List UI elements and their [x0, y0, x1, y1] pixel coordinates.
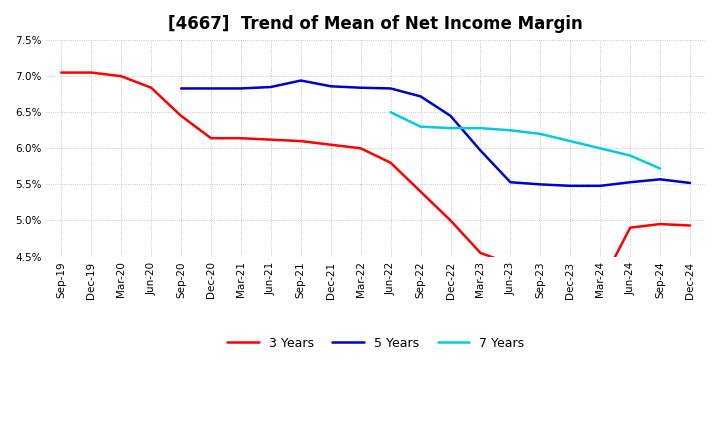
5 Years: [656, 177, 665, 182]
7 Years: [446, 125, 455, 131]
3 Years: [446, 218, 455, 223]
5 Years: [506, 180, 515, 185]
5 Years: [297, 78, 305, 83]
7 Years: [387, 110, 395, 115]
5 Years: [536, 182, 544, 187]
Line: 7 Years: 7 Years: [391, 112, 660, 169]
3 Years: [416, 189, 425, 194]
5 Years: [207, 86, 215, 91]
5 Years: [387, 86, 395, 91]
7 Years: [596, 146, 605, 151]
7 Years: [566, 139, 575, 144]
3 Years: [506, 261, 515, 266]
3 Years: [117, 73, 125, 79]
5 Years: [237, 86, 246, 91]
7 Years: [626, 153, 634, 158]
7 Years: [476, 125, 485, 131]
5 Years: [326, 84, 335, 89]
3 Years: [207, 136, 215, 141]
7 Years: [656, 166, 665, 171]
3 Years: [566, 284, 575, 290]
5 Years: [626, 180, 634, 185]
Title: [4667]  Trend of Mean of Net Income Margin: [4667] Trend of Mean of Net Income Margi…: [168, 15, 583, 33]
7 Years: [506, 128, 515, 133]
5 Years: [446, 113, 455, 118]
5 Years: [177, 86, 186, 91]
3 Years: [626, 225, 634, 230]
7 Years: [536, 131, 544, 136]
3 Years: [297, 139, 305, 144]
5 Years: [476, 148, 485, 153]
Line: 3 Years: 3 Years: [61, 73, 690, 287]
7 Years: [416, 124, 425, 129]
3 Years: [177, 113, 186, 118]
3 Years: [87, 70, 96, 75]
3 Years: [685, 223, 694, 228]
5 Years: [566, 183, 575, 188]
Legend: 3 Years, 5 Years, 7 Years: 3 Years, 5 Years, 7 Years: [222, 332, 529, 355]
3 Years: [237, 136, 246, 141]
3 Years: [326, 142, 335, 147]
5 Years: [266, 84, 275, 90]
5 Years: [685, 180, 694, 186]
5 Years: [356, 85, 365, 90]
3 Years: [387, 160, 395, 165]
3 Years: [356, 146, 365, 151]
3 Years: [596, 283, 605, 288]
3 Years: [266, 137, 275, 142]
3 Years: [656, 221, 665, 227]
5 Years: [596, 183, 605, 188]
3 Years: [57, 70, 66, 75]
3 Years: [536, 279, 544, 284]
5 Years: [416, 94, 425, 99]
3 Years: [476, 250, 485, 256]
Line: 5 Years: 5 Years: [181, 81, 690, 186]
3 Years: [147, 85, 156, 90]
